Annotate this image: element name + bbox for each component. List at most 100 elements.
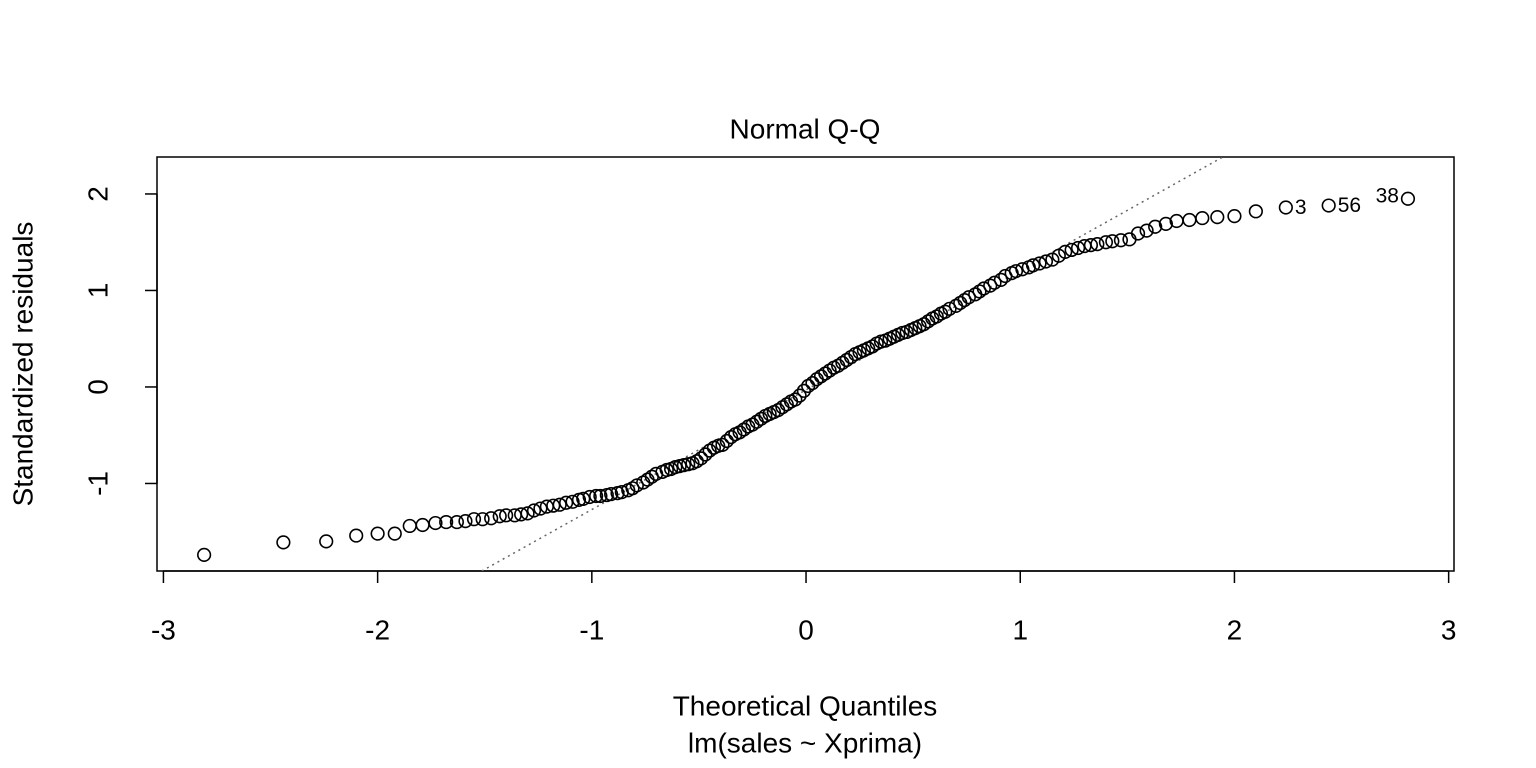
point bbox=[387, 526, 402, 541]
point bbox=[961, 290, 976, 305]
point bbox=[719, 433, 734, 449]
point bbox=[1032, 256, 1047, 271]
point bbox=[565, 494, 580, 509]
point bbox=[792, 388, 807, 403]
point bbox=[625, 481, 640, 496]
y-tick-label: 0 bbox=[82, 379, 113, 395]
point bbox=[957, 293, 972, 308]
y-tick-label: 2 bbox=[82, 186, 113, 202]
point bbox=[1083, 238, 1099, 253]
point bbox=[593, 488, 608, 504]
point bbox=[582, 489, 597, 505]
point bbox=[1278, 200, 1293, 215]
point bbox=[514, 507, 529, 522]
y-tick-label: 1 bbox=[82, 283, 113, 299]
x-tick-label: -1 bbox=[579, 614, 604, 645]
point bbox=[520, 506, 535, 521]
point bbox=[693, 451, 709, 466]
point bbox=[1038, 254, 1054, 269]
point bbox=[640, 472, 655, 487]
point bbox=[953, 295, 968, 311]
point bbox=[698, 447, 713, 462]
point bbox=[843, 349, 859, 365]
point bbox=[702, 443, 717, 458]
point bbox=[1105, 234, 1120, 249]
point bbox=[559, 495, 574, 510]
point bbox=[349, 528, 364, 543]
point bbox=[929, 309, 944, 324]
point bbox=[818, 366, 833, 381]
point bbox=[1113, 233, 1129, 248]
point bbox=[576, 491, 591, 507]
point bbox=[1130, 226, 1146, 241]
x-axis-label: Theoretical Quantiles bbox=[673, 690, 938, 721]
point bbox=[1025, 258, 1041, 273]
point bbox=[993, 272, 1009, 287]
point bbox=[629, 478, 644, 493]
point bbox=[1008, 264, 1024, 279]
point bbox=[604, 486, 619, 502]
point bbox=[796, 383, 811, 398]
point bbox=[319, 534, 334, 549]
point bbox=[987, 275, 1002, 290]
point bbox=[492, 509, 507, 524]
point bbox=[976, 281, 991, 296]
point bbox=[439, 514, 454, 530]
point bbox=[942, 301, 957, 316]
point bbox=[801, 378, 816, 394]
point bbox=[415, 517, 430, 533]
point bbox=[1195, 210, 1210, 226]
point bbox=[589, 488, 604, 504]
point bbox=[805, 376, 820, 391]
point bbox=[689, 454, 704, 469]
point-label: 56 bbox=[1338, 194, 1361, 217]
point bbox=[552, 497, 567, 512]
point bbox=[1064, 242, 1079, 258]
point bbox=[1139, 223, 1154, 238]
point bbox=[276, 535, 291, 550]
point bbox=[1148, 219, 1163, 234]
point bbox=[533, 501, 548, 516]
point bbox=[1058, 244, 1073, 259]
point bbox=[1248, 204, 1263, 219]
point bbox=[788, 392, 803, 407]
point bbox=[1098, 235, 1114, 250]
x-tick-label: -3 bbox=[151, 614, 176, 645]
point bbox=[449, 514, 464, 530]
point bbox=[458, 514, 473, 529]
point bbox=[484, 511, 499, 526]
point bbox=[736, 422, 752, 437]
plot-frame bbox=[156, 156, 1455, 572]
x-tick-label: 2 bbox=[1227, 614, 1243, 645]
point bbox=[1090, 237, 1105, 252]
point bbox=[499, 508, 514, 523]
y-axis-label: Standardized residuals bbox=[7, 222, 38, 507]
point-label: 38 bbox=[1376, 184, 1399, 207]
point-label: 3 bbox=[1295, 196, 1307, 219]
point bbox=[466, 512, 482, 527]
subtitle: lm(sales ~ Xprima) bbox=[688, 727, 922, 758]
point bbox=[475, 512, 490, 527]
x-tick-label: -2 bbox=[365, 614, 390, 645]
chart-title: Normal Q-Q bbox=[730, 113, 881, 144]
point bbox=[1182, 212, 1197, 228]
point bbox=[197, 547, 212, 562]
point bbox=[546, 498, 561, 513]
point bbox=[1070, 240, 1086, 256]
point bbox=[813, 369, 829, 384]
point bbox=[402, 518, 417, 534]
point bbox=[972, 284, 987, 299]
point bbox=[983, 278, 998, 293]
point bbox=[428, 515, 443, 531]
point bbox=[822, 363, 837, 378]
y-tick-label: -1 bbox=[82, 471, 113, 496]
point bbox=[715, 437, 730, 452]
point bbox=[865, 339, 880, 354]
x-tick-label: 3 bbox=[1441, 614, 1457, 645]
point bbox=[370, 526, 385, 541]
point bbox=[753, 411, 769, 426]
point bbox=[1122, 232, 1137, 247]
point bbox=[723, 430, 739, 445]
x-tick-label: 1 bbox=[1012, 614, 1028, 645]
